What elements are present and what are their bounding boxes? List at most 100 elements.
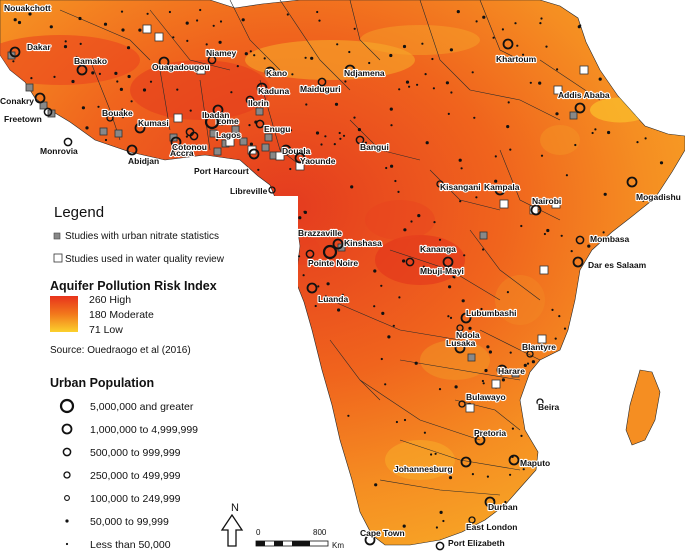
city-label: Ouagadougou [152, 62, 210, 72]
city-marker [484, 496, 496, 508]
nitrate-study-marker [511, 369, 520, 378]
pop-class-symbol [63, 471, 71, 479]
settlement-dot [512, 313, 515, 317]
settlement-dot [484, 368, 488, 373]
review-study-marker [539, 265, 549, 275]
risk-patch [385, 440, 455, 480]
city-marker [255, 119, 265, 129]
settlement-dot [398, 88, 401, 91]
city-marker [344, 64, 356, 76]
settlement-dot [435, 526, 438, 529]
review-study-marker [465, 403, 475, 413]
city-label: Bulawayo [466, 392, 506, 402]
settlement-dot [480, 307, 483, 311]
settlement-dot [523, 363, 527, 367]
settlement-dot [374, 483, 378, 487]
settlement-dot [555, 112, 559, 116]
settlement-dot [447, 112, 450, 115]
settlement-dot [422, 265, 425, 268]
country-border [229, 0, 281, 71]
settlement-dot [185, 135, 188, 138]
settlement-dot [119, 87, 123, 91]
north-label: N [231, 502, 239, 514]
settlement-dot [461, 299, 465, 303]
settlement-dot [373, 269, 377, 273]
city-label: Abidjan [128, 156, 159, 166]
review-study-marker [173, 113, 183, 123]
pop-class-label: Less than 50,000 [90, 539, 171, 551]
settlement-dot [305, 103, 308, 106]
settlement-dot [574, 143, 577, 147]
settlement-dot [114, 71, 118, 75]
settlement-dot [357, 128, 361, 132]
settlement-dot [142, 88, 147, 92]
scale-seg-2 [274, 541, 283, 546]
settlement-dot [556, 68, 559, 71]
city-marker [34, 92, 46, 104]
city-marker [405, 257, 415, 267]
city-label: Khartoum [496, 54, 537, 64]
settlement-dot [475, 196, 478, 199]
city-label: Freetown [4, 114, 42, 124]
nitrate-study-marker [209, 129, 218, 138]
settlement-dot [230, 91, 233, 94]
pop-class-label: 5,000,000 and greater [90, 401, 194, 413]
city-marker [268, 186, 276, 194]
settlement-dot [236, 65, 239, 68]
settlement-dot [468, 326, 472, 330]
settlement-dot [199, 8, 202, 12]
review-study-marker [225, 137, 235, 147]
city-label: Lagos [216, 130, 241, 140]
study-markers [7, 24, 589, 413]
settlement-dot [539, 22, 542, 25]
settlement-dot [353, 27, 356, 30]
city-label: Pretoria [474, 428, 506, 438]
city-marker [574, 102, 586, 114]
settlement-dot [421, 42, 424, 45]
settlement-dot [511, 427, 514, 430]
settlement-dot [516, 44, 519, 47]
settlement-dot [215, 138, 219, 141]
settlement-dot [509, 148, 512, 151]
city-marker [458, 400, 466, 408]
city-label: Kumasi [138, 118, 169, 128]
settlement-dot [302, 274, 305, 277]
city-marker [435, 541, 445, 551]
city-label: Accra [170, 148, 194, 158]
city-marker [496, 364, 508, 376]
settlement-dot [554, 337, 557, 340]
settlement-dot [509, 473, 512, 476]
settlement-dot [397, 190, 400, 193]
city-label: Monrovia [40, 146, 78, 156]
city-marker [355, 135, 365, 145]
city-marker [572, 256, 584, 268]
settlement-dot [389, 107, 393, 111]
settlement-dot [560, 234, 563, 237]
settlement-dot [598, 77, 602, 81]
settlement-dot [394, 179, 397, 183]
settlement-dot [433, 221, 436, 224]
settlement-dot [324, 135, 327, 138]
settlement-dot [380, 357, 383, 361]
settlement-dot [13, 18, 17, 22]
settlement-dot [456, 10, 460, 14]
settlement-dot [449, 48, 453, 52]
settlement-dot [636, 141, 639, 144]
settlement-dot [318, 19, 321, 22]
north-arrow: N [220, 502, 244, 547]
settlement-dot [402, 259, 406, 263]
settlement-dot [168, 10, 171, 14]
settlement-dot [526, 362, 530, 365]
city-marker [204, 114, 220, 130]
nitrate-study-marker [215, 117, 224, 126]
settlement-dot [642, 199, 645, 202]
city-marker [526, 350, 534, 358]
settlement-dot [522, 53, 525, 56]
country-border [469, 229, 541, 301]
settlement-dot [494, 179, 498, 183]
city-label: Douala [282, 146, 311, 156]
city-label: Nouakchott [4, 3, 51, 13]
settlement-dot [121, 108, 124, 111]
review-study-marker [537, 334, 547, 344]
city-label: Kaduna [258, 86, 289, 96]
